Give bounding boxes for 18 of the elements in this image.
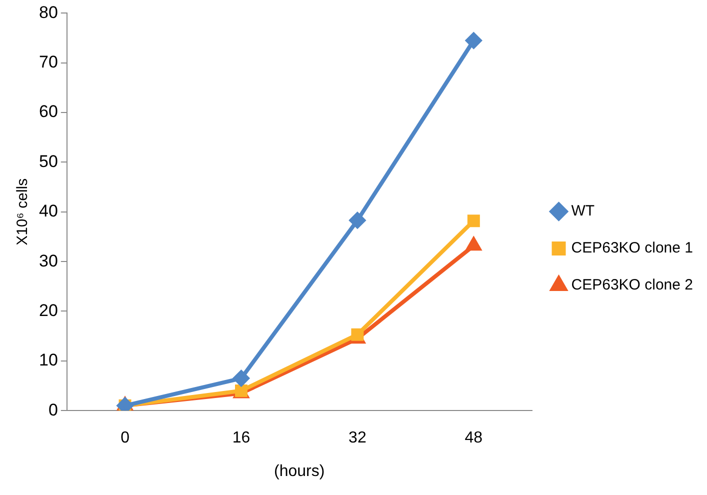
- legend-label: WT: [571, 202, 595, 220]
- y-tick-label: 30: [38, 251, 58, 270]
- y-tick-label: 40: [38, 202, 58, 221]
- y-tick-label: 50: [38, 152, 58, 171]
- y-axis-title: X10⁶ cells: [14, 178, 32, 246]
- legend-label: CEP63KO clone 1: [571, 240, 694, 257]
- x-tick-label: 0: [120, 430, 130, 447]
- y-tick-label: 10: [38, 350, 58, 370]
- y-tick-label: 0: [48, 400, 58, 420]
- y-tick-label: 20: [38, 300, 58, 320]
- x-tick-label: 48: [464, 430, 483, 447]
- y-tick-label: 80: [38, 2, 58, 22]
- legend-label: CEP63KO clone 2: [571, 276, 694, 294]
- y-tick-label: 60: [38, 102, 58, 122]
- x-tick-label: 16: [232, 430, 250, 447]
- x-axis-title: (hours): [274, 462, 325, 480]
- y-tick-label: 70: [38, 52, 58, 72]
- x-tick-label: 32: [348, 430, 366, 447]
